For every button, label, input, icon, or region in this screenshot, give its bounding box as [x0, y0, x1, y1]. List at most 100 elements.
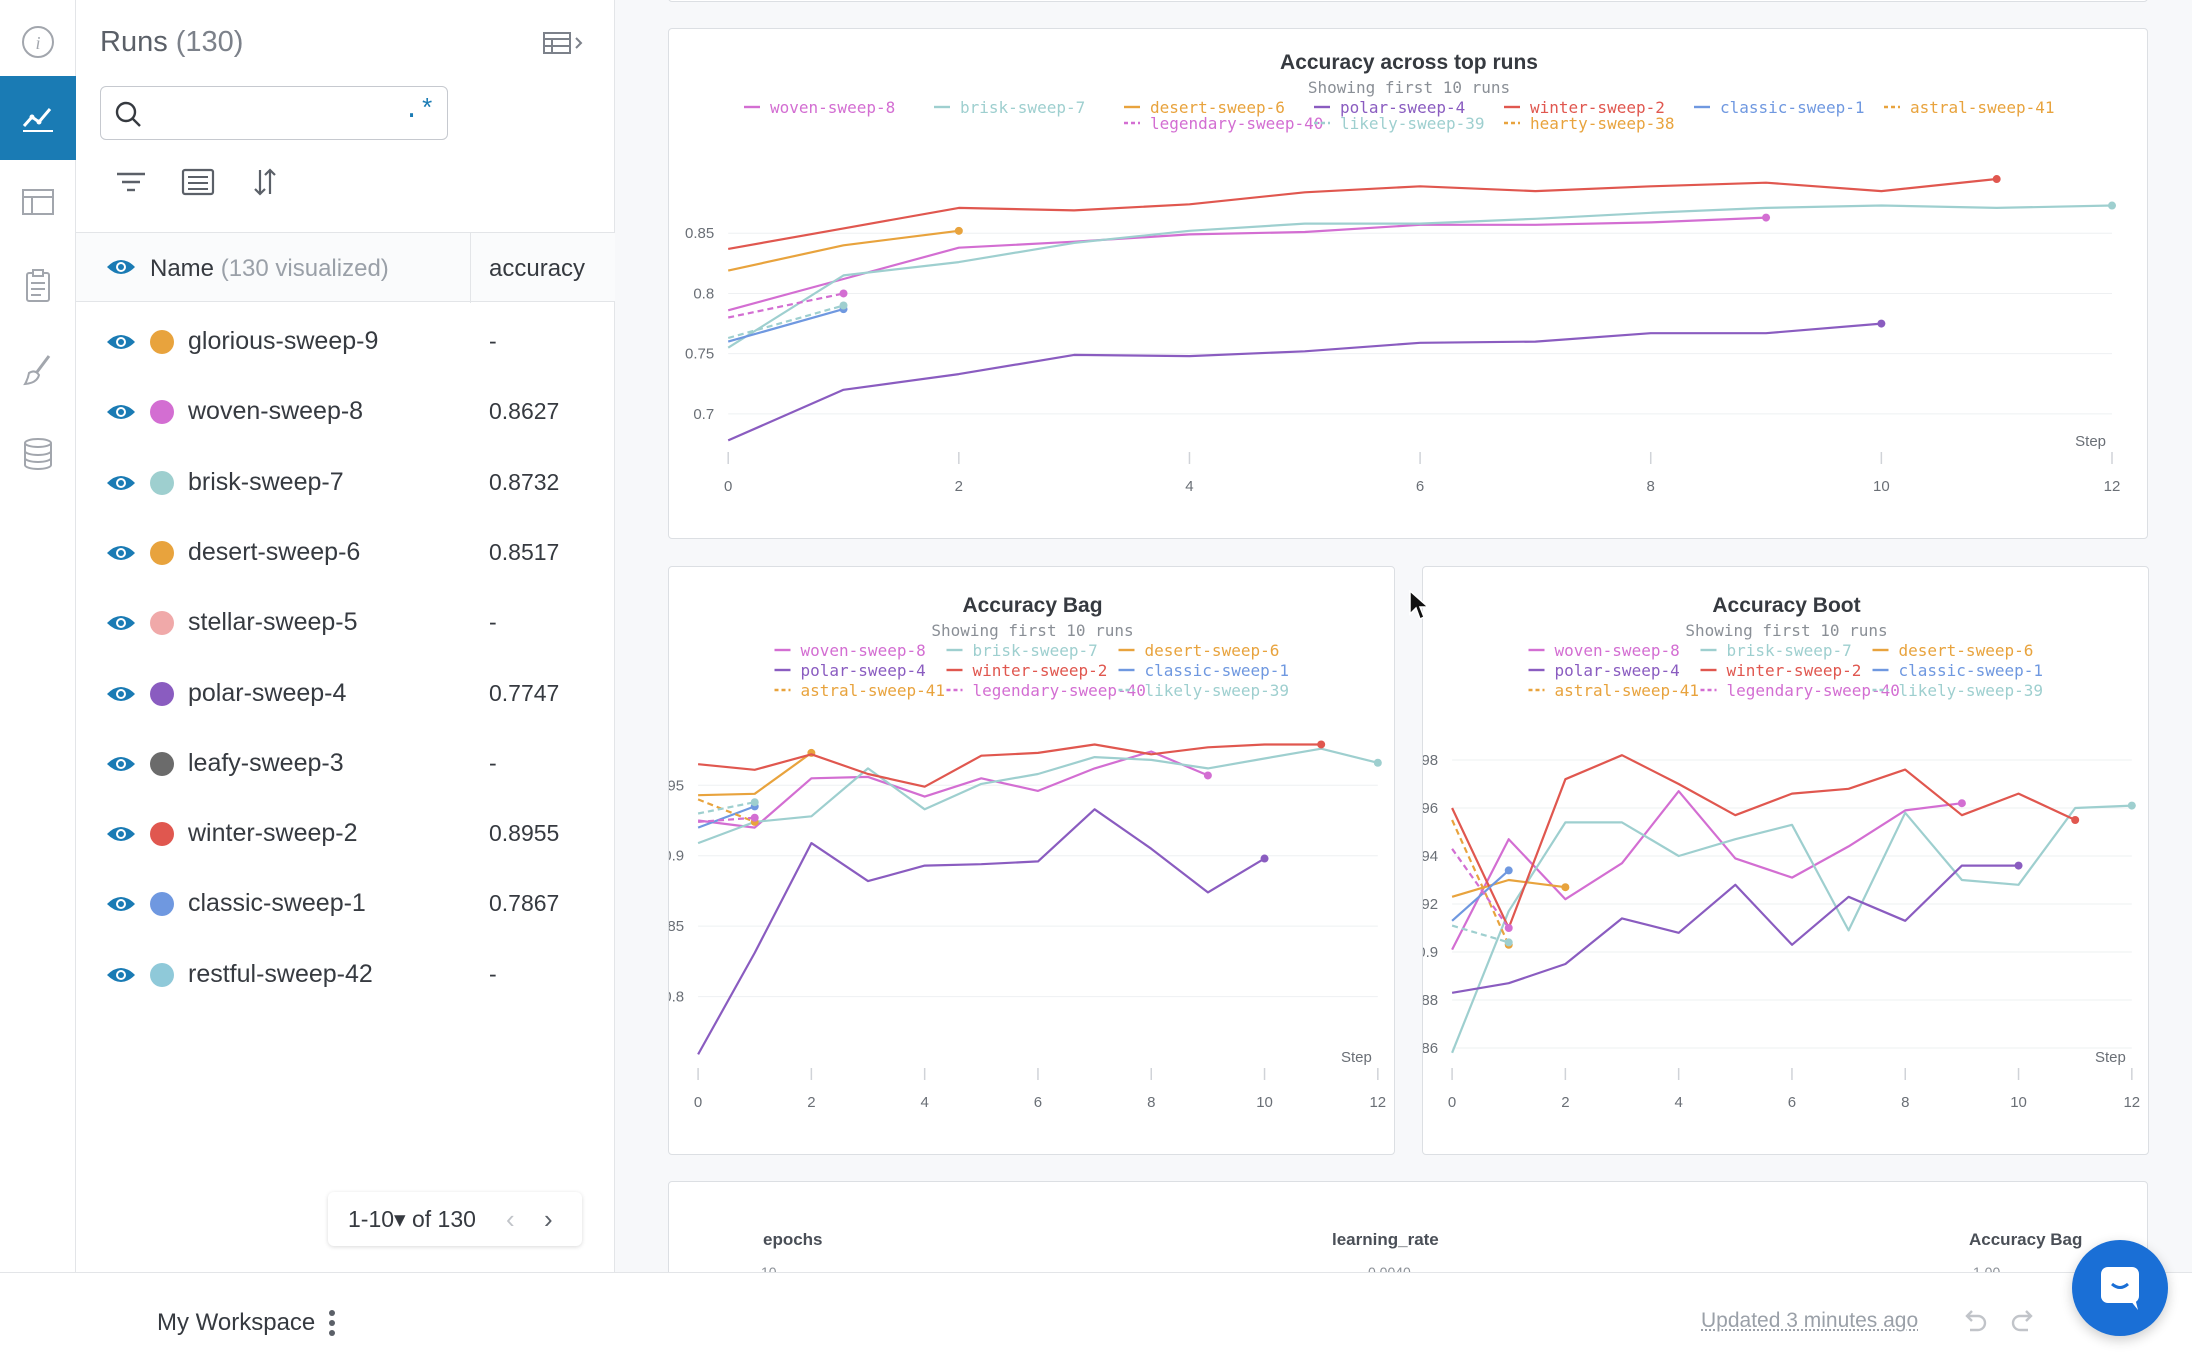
toggle-all-visibility[interactable] — [106, 257, 136, 282]
series-end-point — [1561, 883, 1570, 892]
visibility-toggle[interactable] — [106, 894, 136, 919]
expand-table-button[interactable] — [542, 28, 588, 58]
x-axis-label: Step — [2075, 433, 2106, 450]
run-color-swatch[interactable] — [150, 822, 174, 847]
run-row[interactable]: stellar-sweep-5 - — [76, 587, 615, 657]
last-updated-text: Updated 3 minutes ago — [1701, 1309, 1919, 1332]
run-name: glorious-sweep-9 — [188, 327, 379, 355]
run-color-swatch[interactable] — [150, 611, 174, 636]
run-color-swatch[interactable] — [150, 962, 174, 987]
x-tick-label: 2 — [955, 478, 963, 495]
run-color-swatch[interactable] — [150, 681, 174, 706]
visibility-toggle[interactable] — [106, 754, 136, 779]
run-search-input[interactable] — [151, 95, 391, 131]
workspace-name[interactable]: My Workspace — [157, 1309, 316, 1336]
run-row[interactable]: brisk-sweep-7 0.8732 — [76, 447, 615, 517]
series-line — [1451, 864, 2019, 994]
chart-subtitle: Showing first 10 runs — [931, 621, 1133, 640]
filter-button[interactable] — [111, 164, 151, 200]
legend-label: likely-sweep-39 — [1340, 114, 1485, 133]
info-icon: i — [22, 26, 54, 58]
nav-overview-button[interactable]: i — [0, 0, 76, 84]
nav-table-button[interactable] — [0, 160, 76, 244]
visibility-toggle[interactable] — [106, 613, 136, 638]
legend-label: polar-sweep-4 — [1340, 98, 1465, 117]
series-line — [727, 308, 844, 343]
run-row[interactable]: leafy-sweep-3 - — [76, 728, 615, 798]
eye-icon — [107, 616, 135, 631]
nav-artifacts-button[interactable] — [0, 412, 76, 496]
accuracy-chart[interactable]: Accuracy across top runs Showing first 10… — [669, 29, 2149, 540]
series-line — [1451, 819, 1510, 946]
chat-icon — [2101, 1267, 2139, 1310]
run-row[interactable]: woven-sweep-8 0.8627 — [76, 376, 615, 446]
search-icon — [115, 101, 141, 127]
legend-label: brisk-sweep-7 — [973, 641, 1098, 660]
run-row[interactable]: polar-sweep-4 0.7747 — [76, 658, 615, 728]
runs-count: (130) — [175, 26, 244, 58]
y-tick-label: 0.95 — [669, 777, 684, 794]
series-end-point — [1992, 175, 2001, 184]
series-end-point — [1373, 758, 1382, 767]
visibility-toggle[interactable] — [106, 473, 136, 498]
run-color-swatch[interactable] — [150, 892, 174, 917]
run-color-swatch[interactable] — [150, 540, 174, 565]
regex-toggle[interactable]: .* — [403, 95, 435, 125]
visibility-toggle[interactable] — [106, 824, 136, 849]
visibility-toggle[interactable] — [106, 965, 136, 990]
accuracy-bag-chart[interactable]: Accuracy Bag Showing first 10 runs woven-s… — [669, 567, 1396, 1156]
column-divider[interactable] — [470, 233, 471, 303]
visibility-toggle[interactable] — [106, 402, 136, 427]
series-end-point — [839, 301, 848, 310]
accuracy-boot-chart[interactable]: Accuracy Boot Showing first 10 runs woven-… — [1423, 567, 2150, 1156]
run-row[interactable]: desert-sweep-6 0.8517 — [76, 517, 615, 587]
run-color-swatch[interactable] — [150, 330, 174, 354]
runs-title: Runs (130) — [100, 26, 243, 59]
visibility-toggle[interactable] — [106, 684, 136, 709]
nav-charts-button[interactable] — [0, 76, 76, 160]
next-page-button[interactable]: › — [544, 1204, 553, 1234]
run-color-swatch[interactable] — [150, 751, 174, 776]
support-chat-button[interactable] — [2072, 1240, 2168, 1336]
series-end-point — [839, 289, 848, 298]
legend-label: legendary-sweep-40 — [1150, 114, 1323, 133]
previous-page-button[interactable]: ‹ — [506, 1204, 515, 1234]
run-name: winter-sweep-2 — [188, 819, 358, 848]
x-tick-label: 4 — [1674, 1094, 1682, 1111]
visibility-toggle[interactable] — [106, 332, 136, 357]
series-line — [727, 229, 959, 272]
legend-label: hearty-sweep-38 — [1530, 114, 1675, 133]
chart-panel-accuracy-boot[interactable]: Accuracy Boot Showing first 10 runs woven-… — [1422, 566, 2149, 1155]
page-size-selector[interactable]: 1-10▾ of 130 — [348, 1206, 476, 1232]
parallel-coordinates-panel[interactable]: epochs 10 learning_rate 0.0040 Accuracy … — [668, 1181, 2148, 1272]
legend-item: polar-sweep-4 — [1314, 98, 1465, 117]
accuracy-column-header[interactable]: accuracy — [489, 255, 586, 282]
redo-icon[interactable] — [2006, 1304, 2042, 1340]
legend-label: brisk-sweep-7 — [960, 98, 1085, 117]
legend-label: winter-sweep-2 — [973, 661, 1108, 680]
nav-sweeps-button[interactable] — [0, 328, 76, 412]
series-line — [1451, 848, 1510, 929]
undo-icon[interactable] — [1956, 1304, 1992, 1340]
legend-item: legendary-sweep-40 — [946, 681, 1146, 700]
run-color-swatch[interactable] — [150, 400, 174, 425]
legend-item: classic-sweep-1 — [1694, 98, 1865, 117]
visibility-toggle[interactable] — [106, 543, 136, 568]
chart-panel-accuracy-bag[interactable]: Accuracy Bag Showing first 10 runs woven-s… — [668, 566, 1395, 1155]
run-row[interactable]: glorious-sweep-9 - — [76, 306, 615, 376]
name-column-header[interactable]: Name (130 visualized) — [150, 255, 389, 283]
group-button[interactable] — [178, 164, 218, 200]
run-row[interactable]: restful-sweep-42 - — [76, 939, 615, 1009]
nav-reports-button[interactable] — [0, 244, 76, 328]
more-options-icon[interactable] — [322, 1306, 342, 1340]
run-row[interactable]: classic-sweep-1 0.7867 — [76, 868, 615, 938]
run-color-swatch[interactable] — [150, 470, 174, 495]
run-row[interactable]: winter-sweep-2 0.8955 — [76, 798, 615, 868]
series-end-point — [1260, 854, 1269, 863]
x-tick-label: 8 — [1647, 478, 1655, 495]
chart-panel-accuracy[interactable]: Accuracy across top runs Showing first 10… — [668, 28, 2148, 539]
sort-button[interactable] — [245, 164, 285, 200]
series-end-point — [750, 813, 759, 822]
param-axis-learning-rate: learning_rate — [1332, 1230, 1439, 1249]
